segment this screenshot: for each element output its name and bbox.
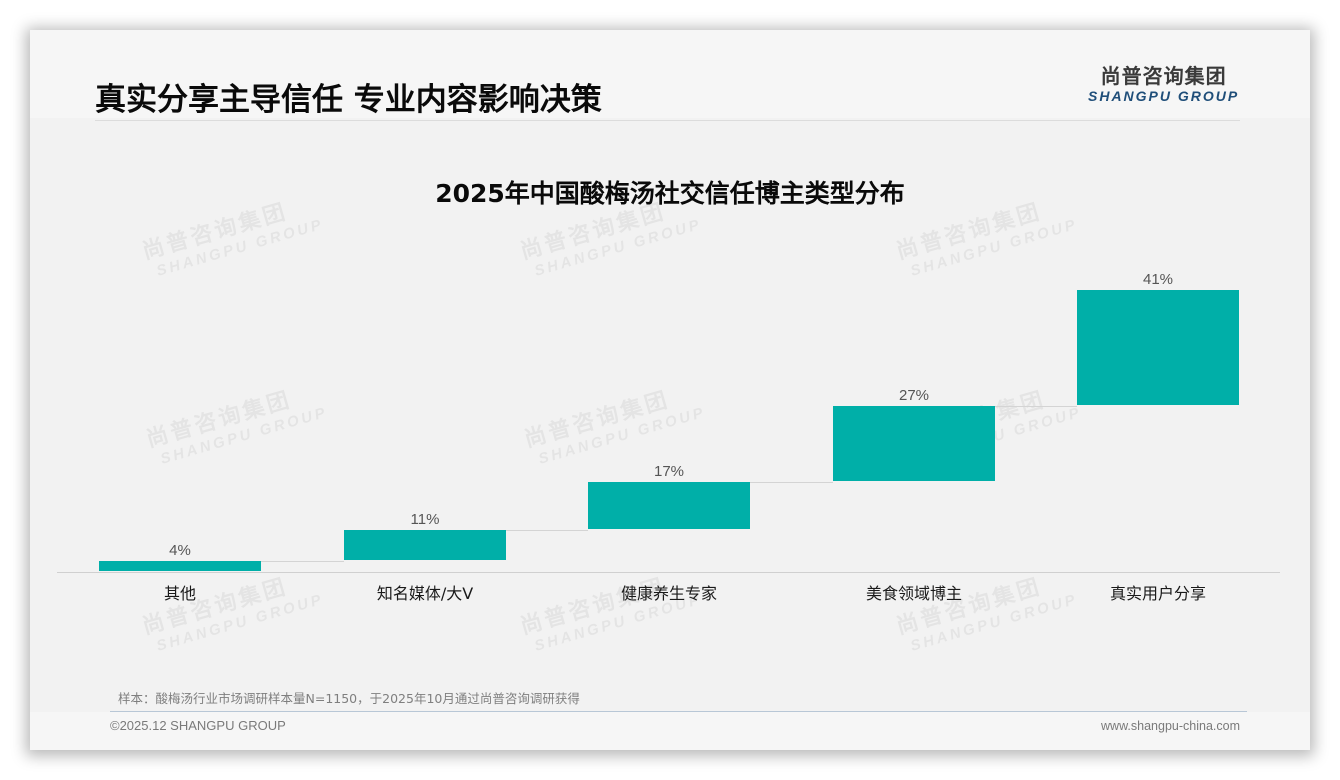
value-label: 41%	[1142, 271, 1174, 288]
x-axis-baseline	[57, 572, 1280, 573]
connector-line	[750, 482, 833, 483]
category-label: 其他	[163, 584, 196, 603]
copyright: ©2025.12 SHANGPU GROUP	[110, 718, 286, 733]
category-label: 美食领域博主	[865, 584, 962, 603]
footer-divider	[110, 711, 1247, 712]
value-label: 4%	[169, 542, 191, 559]
company-logo: 尚普咨询集团 SHANGPU GROUP	[1088, 64, 1239, 104]
page-title: 真实分享主导信任 专业内容影响决策	[95, 82, 602, 118]
sample-note: 样本：酸梅汤行业市场调研样本量N=1150，于2025年10月通过尚普咨询调研获…	[118, 691, 580, 706]
website-link[interactable]: www.shangpu-china.com	[1101, 719, 1240, 733]
chart-title: 2025年中国酸梅汤社交信任博主类型分布	[435, 179, 905, 208]
bar-1	[99, 561, 261, 571]
bar-5	[1077, 290, 1239, 405]
connector-line	[261, 561, 344, 562]
connector-line	[995, 406, 1077, 407]
value-label: 17%	[653, 463, 685, 480]
header-band	[30, 30, 1310, 118]
connector-line	[506, 530, 588, 531]
bar-4	[833, 406, 995, 481]
logo-cn-text: 尚普咨询集团	[1100, 64, 1227, 88]
bar-3	[588, 482, 750, 529]
value-label: 27%	[898, 387, 930, 404]
category-label: 知名媒体/大V	[376, 584, 474, 603]
category-label: 健康养生专家	[620, 584, 717, 603]
bar-2	[344, 530, 506, 560]
slide: 尚普咨询集团 SHANGPU GROUP 尚普咨询集团 SHANGPU GROUP …	[30, 30, 1310, 750]
waterfall-chart: 4% 其他 11% 知名媒体/大V 17% 健康养生专家 27% 美食领域博主 41% 真实用户分…	[30, 30, 1310, 750]
category-label: 真实用户分享	[1109, 584, 1206, 603]
footer-band	[30, 712, 1310, 750]
logo-en-text: SHANGPU GROUP	[1088, 88, 1240, 104]
title-divider	[95, 120, 1240, 121]
value-label: 11%	[410, 511, 440, 528]
